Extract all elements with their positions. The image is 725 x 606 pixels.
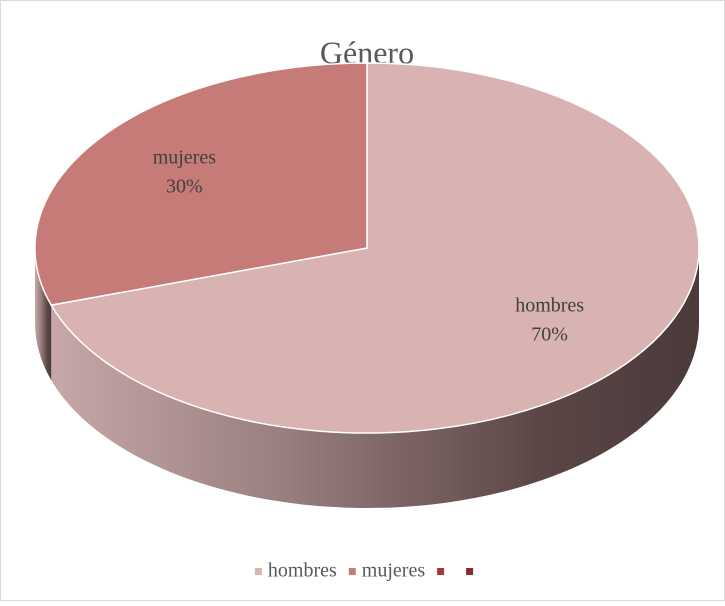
- pie-side: [51, 248, 699, 508]
- pie-slice: [34, 62, 368, 306]
- pie-side: [35, 248, 52, 381]
- data-label-name: hombres: [515, 295, 584, 317]
- legend-marker: [254, 568, 262, 575]
- legend-marker: [437, 568, 445, 575]
- legend-label: hombres: [268, 560, 337, 582]
- legend-marker: [466, 568, 474, 575]
- data-label-name: mujeres: [153, 147, 217, 169]
- legend-label: mujeres: [362, 560, 426, 582]
- data-label-value: 70%: [531, 324, 568, 346]
- legend: hombres mujeres: [254, 560, 474, 582]
- pie-slice: [50, 62, 700, 434]
- legend-marker: [348, 568, 356, 575]
- data-label-value: 30%: [166, 176, 203, 198]
